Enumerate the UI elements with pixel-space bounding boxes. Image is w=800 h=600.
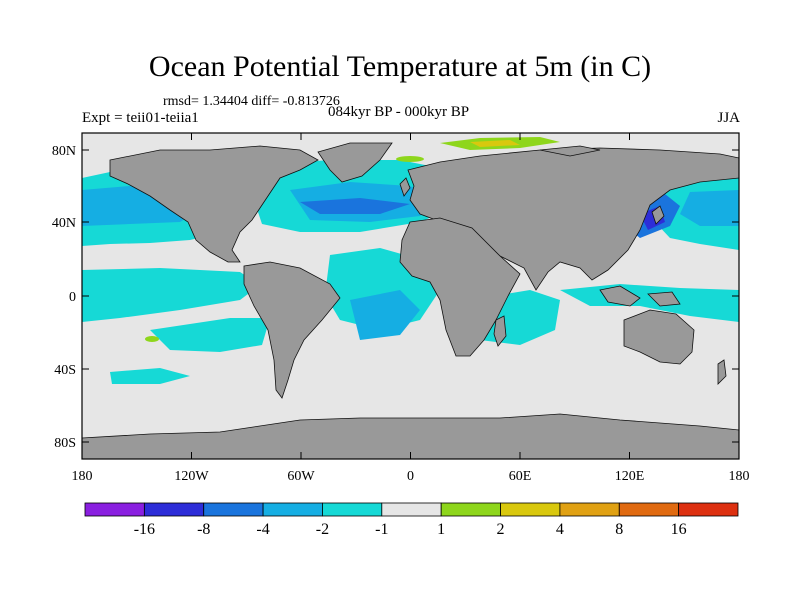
lon-tick-label: 180: [729, 469, 750, 484]
lon-tick-labels: 180 120W 60W 0 60E 120E 180: [72, 469, 750, 484]
colorbar-label: -4: [256, 521, 269, 538]
colorbar-swatch: [678, 502, 739, 517]
lat-tick-labels: 80N 40N 0 40S 80S: [52, 144, 76, 451]
colorbar-labels: -16 -8 -4 -2 -1 1 2 4 8 16: [134, 521, 687, 538]
rmsd-diff-stats: rmsd= 1.34404 diff= -0.813726: [163, 94, 340, 109]
colorbar-swatch: [500, 502, 561, 517]
lat-tick-label: 40S: [54, 363, 76, 378]
map-plot-area: [82, 133, 739, 459]
lat-tick-label: 40N: [52, 216, 76, 231]
colorbar-label: 1: [437, 521, 445, 538]
lat-tick-label: 80S: [54, 436, 76, 451]
colorbar-label: -2: [316, 521, 329, 538]
colorbar-swatch: [203, 502, 264, 517]
lon-tick-label: 0: [407, 469, 414, 484]
colorbar-label: -8: [197, 521, 210, 538]
colorbar-swatch: [381, 502, 442, 517]
colorbar-swatch: [143, 502, 205, 517]
colorbar-label: 2: [497, 521, 505, 538]
lat-tick-label: 80N: [52, 144, 76, 159]
colorbar-label: -1: [375, 521, 388, 538]
colorbar-label: -16: [134, 521, 155, 538]
colorbar-swatch: [559, 502, 620, 517]
lon-tick-label: 180: [72, 469, 93, 484]
lat-tick-label: 0: [69, 290, 76, 305]
lon-tick-label: 120E: [615, 469, 645, 484]
colorbar-swatch: [440, 502, 501, 517]
axis-tick-marks: [81, 133, 740, 459]
colorbar-label: 8: [615, 521, 623, 538]
colorbar-label: 16: [671, 521, 687, 538]
lon-tick-label: 60E: [509, 469, 532, 484]
map-title: Ocean Potential Temperature at 5m (in C): [148, 50, 652, 83]
colorbar-swatch: [618, 502, 680, 517]
period-label: 084kyr BP - 000kyr BP: [328, 104, 470, 120]
colorbar-swatch: [322, 502, 383, 517]
experiment-label: Expt = teii01-teiia1: [82, 110, 199, 126]
colorbar-label: 4: [556, 521, 564, 538]
colorbar: [84, 502, 739, 517]
land-masses: [82, 142, 739, 459]
lon-tick-label: 120W: [174, 469, 209, 484]
colorbar-swatch: [262, 502, 323, 517]
lon-tick-label: 60W: [287, 469, 315, 484]
season-label: JJA: [717, 110, 740, 126]
colorbar-swatch: [84, 502, 145, 517]
